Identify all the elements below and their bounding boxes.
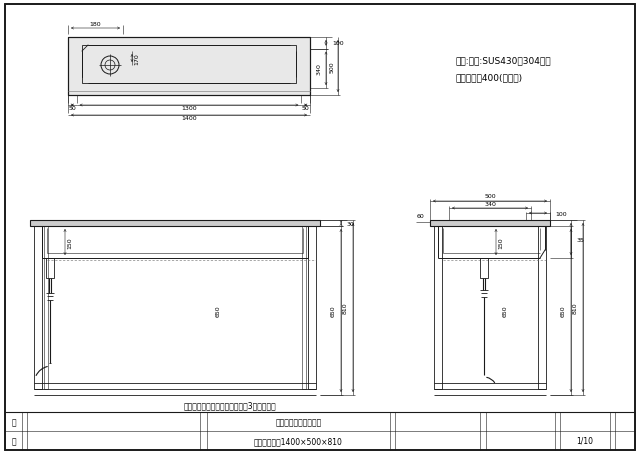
Text: 340: 340 xyxy=(484,202,496,207)
Text: 60: 60 xyxy=(416,213,424,218)
Bar xyxy=(68,38,310,96)
Text: 500: 500 xyxy=(330,61,335,73)
Text: 打: 打 xyxy=(11,417,16,426)
Bar xyxy=(302,227,306,389)
Text: 170: 170 xyxy=(134,53,140,65)
Bar xyxy=(430,221,550,227)
Bar xyxy=(68,38,310,96)
Text: 手洗いシンク1400×500×810: 手洗いシンク1400×500×810 xyxy=(254,436,343,445)
Bar xyxy=(538,227,546,389)
Text: 650: 650 xyxy=(561,305,566,317)
Text: 150: 150 xyxy=(499,237,504,248)
Text: 100: 100 xyxy=(332,41,344,46)
Text: 下段スノコ棚なし　前面開口　3方向枠のみ: 下段スノコ棚なし 前面開口 3方向枠のみ xyxy=(184,400,276,410)
Text: 35: 35 xyxy=(577,237,585,242)
Text: 仕上げ：＃400(ミガキ): 仕上げ：＃400(ミガキ) xyxy=(455,73,522,82)
Text: 810: 810 xyxy=(573,302,577,313)
Bar xyxy=(308,227,316,389)
Text: 150: 150 xyxy=(67,237,72,248)
Bar xyxy=(46,258,54,278)
Text: 株式会社ワンコライフ: 株式会社ワンコライフ xyxy=(275,417,322,426)
Text: 50: 50 xyxy=(68,106,76,111)
Text: 1/10: 1/10 xyxy=(577,436,593,445)
Text: 寸法:素材:SUS430、304共通: 寸法:素材:SUS430、304共通 xyxy=(455,56,550,66)
Text: 650: 650 xyxy=(330,305,335,317)
Text: 50: 50 xyxy=(302,106,310,111)
Text: 650: 650 xyxy=(216,305,221,317)
Bar xyxy=(434,227,442,389)
Text: 30: 30 xyxy=(347,221,355,226)
Text: 1400: 1400 xyxy=(181,116,197,121)
Text: 810: 810 xyxy=(342,302,348,313)
Bar xyxy=(30,221,320,227)
Bar xyxy=(480,258,488,278)
Text: 180: 180 xyxy=(90,21,101,26)
Bar xyxy=(34,227,42,389)
Text: 1300: 1300 xyxy=(181,106,197,111)
Bar xyxy=(44,227,48,389)
Bar xyxy=(82,46,296,84)
Text: 100: 100 xyxy=(555,211,566,216)
Text: 340: 340 xyxy=(317,63,321,75)
Text: 500: 500 xyxy=(484,194,496,199)
Text: 650: 650 xyxy=(502,305,508,317)
Text: 正: 正 xyxy=(11,436,16,445)
